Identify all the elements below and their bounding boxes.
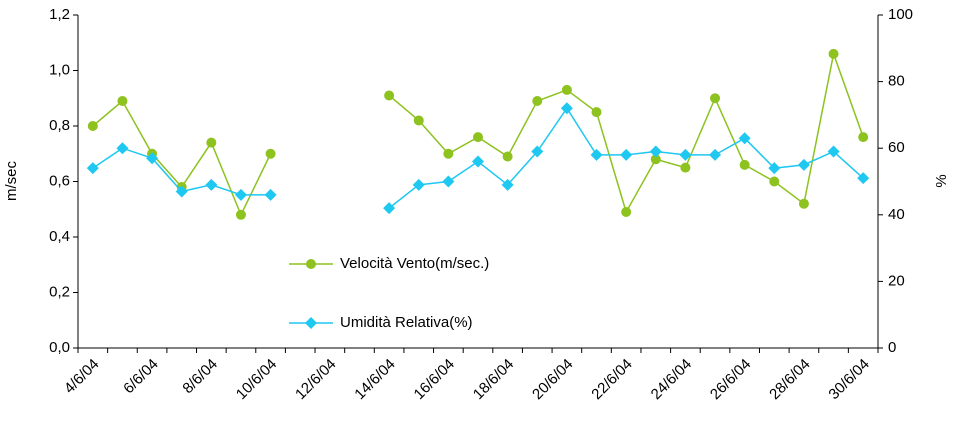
- marker: [265, 148, 276, 159]
- marker: [86, 162, 99, 175]
- marker: [738, 132, 751, 145]
- y-tick-label: 0,4: [49, 228, 70, 245]
- y2-tick-label: 20: [888, 272, 905, 289]
- y-axis-label: m/sec: [3, 161, 20, 202]
- marker: [798, 198, 809, 209]
- marker: [117, 96, 128, 107]
- marker: [769, 176, 780, 187]
- marker: [234, 188, 247, 201]
- marker: [680, 162, 691, 173]
- x-tick-label: 22/6/04: [588, 356, 635, 403]
- marker: [858, 132, 869, 143]
- marker: [412, 178, 425, 191]
- y-tick-label: 0,2: [49, 283, 70, 300]
- y2-tick-label: 0: [888, 339, 896, 356]
- x-tick-label: 6/6/04: [120, 356, 162, 398]
- marker: [710, 93, 721, 104]
- marker: [620, 148, 633, 161]
- marker: [235, 209, 246, 220]
- y-tick-label: 0,6: [49, 172, 70, 189]
- marker: [502, 151, 513, 162]
- marker: [561, 84, 572, 95]
- x-tick-label: 20/6/04: [529, 356, 576, 403]
- marker: [739, 159, 750, 170]
- y-tick-label: 0,0: [49, 339, 70, 356]
- marker: [383, 202, 396, 215]
- marker: [443, 148, 454, 159]
- y-tick-label: 1,0: [49, 61, 70, 78]
- marker: [501, 178, 514, 191]
- marker: [590, 148, 603, 161]
- marker: [828, 48, 839, 59]
- marker: [591, 107, 602, 118]
- marker: [709, 148, 722, 161]
- marker: [650, 154, 661, 165]
- marker: [384, 90, 395, 101]
- legend-label: Velocità Vento(m/sec.): [340, 255, 489, 272]
- x-tick-label: 8/6/04: [179, 356, 221, 398]
- x-tick-label: 4/6/04: [61, 356, 103, 398]
- marker: [532, 96, 543, 107]
- y2-axis-label: %: [933, 174, 950, 187]
- marker: [621, 207, 632, 218]
- legend-label: Umidità Relativa(%): [340, 314, 473, 331]
- marker: [264, 188, 277, 201]
- y2-tick-label: 80: [888, 73, 905, 90]
- marker: [175, 185, 188, 198]
- marker: [679, 148, 692, 161]
- marker: [306, 259, 316, 269]
- marker: [472, 155, 484, 168]
- marker: [473, 132, 483, 143]
- y2-tick-label: 60: [888, 139, 905, 156]
- marker: [649, 145, 662, 158]
- y-tick-label: 1,2: [49, 6, 70, 23]
- marker: [768, 162, 781, 175]
- x-tick-label: 18/6/04: [470, 356, 517, 403]
- marker: [87, 121, 98, 131]
- x-tick-label: 26/6/04: [707, 356, 754, 403]
- x-tick-label: 10/6/04: [233, 356, 280, 403]
- y-tick-label: 0,8: [49, 117, 70, 134]
- x-tick-label: 14/6/04: [351, 356, 398, 403]
- x-tick-label: 16/6/04: [411, 356, 458, 403]
- x-tick-label: 12/6/04: [292, 356, 339, 403]
- marker: [797, 158, 810, 171]
- x-tick-label: 24/6/04: [648, 356, 695, 403]
- marker: [413, 115, 424, 126]
- marker: [206, 137, 217, 148]
- x-tick-label: 28/6/04: [766, 356, 813, 403]
- marker: [827, 145, 840, 158]
- marker: [146, 152, 159, 165]
- marker: [560, 102, 573, 115]
- y2-tick-label: 100: [888, 6, 913, 23]
- x-tick-label: 30/6/04: [825, 356, 872, 403]
- marker: [531, 145, 544, 158]
- marker: [205, 178, 218, 191]
- marker: [857, 172, 870, 185]
- marker: [305, 317, 317, 329]
- y2-tick-label: 40: [888, 206, 905, 223]
- marker: [442, 175, 455, 188]
- marker: [116, 142, 129, 155]
